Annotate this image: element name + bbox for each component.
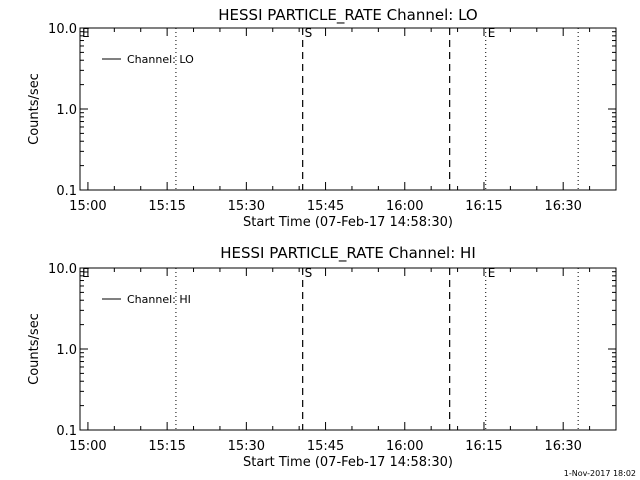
y-tick-label: 10.0: [48, 22, 77, 37]
footer-timestamp: 1-Nov-2017 18:02: [564, 469, 636, 478]
legend-entry: Channel: LO: [127, 53, 194, 66]
x-tick-label: 15:45: [307, 199, 344, 214]
x-tick-label: 16:00: [386, 199, 423, 214]
y-axis-label: Counts/sec: [27, 313, 42, 385]
event-marker-label: E: [488, 266, 496, 280]
x-tick-label: 15:15: [148, 199, 185, 214]
x-tick-label: 16:30: [544, 439, 581, 454]
y-tick-label: 0.1: [56, 424, 77, 439]
x-tick-label: 15:30: [228, 199, 265, 214]
y-tick-label: 1.0: [56, 343, 77, 358]
y-tick-label: 0.1: [56, 184, 77, 199]
x-tick-label: 15:30: [228, 439, 265, 454]
x-tick-label: 16:00: [386, 439, 423, 454]
x-tick-label: 15:45: [307, 439, 344, 454]
event-marker-label: S: [305, 266, 313, 280]
legend-entry: Channel: HI: [127, 293, 191, 306]
chart-title: HESSI PARTICLE_RATE Channel: HI: [220, 244, 476, 263]
x-axis-label: Start Time (07-Feb-17 14:58:30): [243, 215, 453, 230]
event-marker-label: E: [82, 26, 90, 40]
chart-title: HESSI PARTICLE_RATE Channel: LO: [218, 6, 477, 25]
x-tick-label: 16:30: [544, 199, 581, 214]
y-axis-label: Counts/sec: [27, 73, 42, 145]
y-tick-label: 10.0: [48, 262, 77, 277]
chart-panel-hi: HESSI PARTICLE_RATE Channel: HI 15:00 15:1…: [27, 244, 617, 470]
y-tick-label: 1.0: [56, 103, 77, 118]
event-marker-label: S: [305, 26, 313, 40]
x-tick-label: 16:15: [465, 199, 502, 214]
x-axis-label: Start Time (07-Feb-17 14:58:30): [243, 455, 453, 470]
event-marker-label: E: [82, 266, 90, 280]
chart-panel-lo: HESSI PARTICLE_RATE Channel: LO 15:00 15:1…: [27, 6, 617, 230]
event-marker-label: E: [488, 26, 496, 40]
x-tick-label: 16:15: [465, 439, 502, 454]
x-tick-label: 15:15: [148, 439, 185, 454]
x-tick-label: 15:00: [69, 199, 106, 214]
x-tick-label: 15:00: [69, 439, 106, 454]
